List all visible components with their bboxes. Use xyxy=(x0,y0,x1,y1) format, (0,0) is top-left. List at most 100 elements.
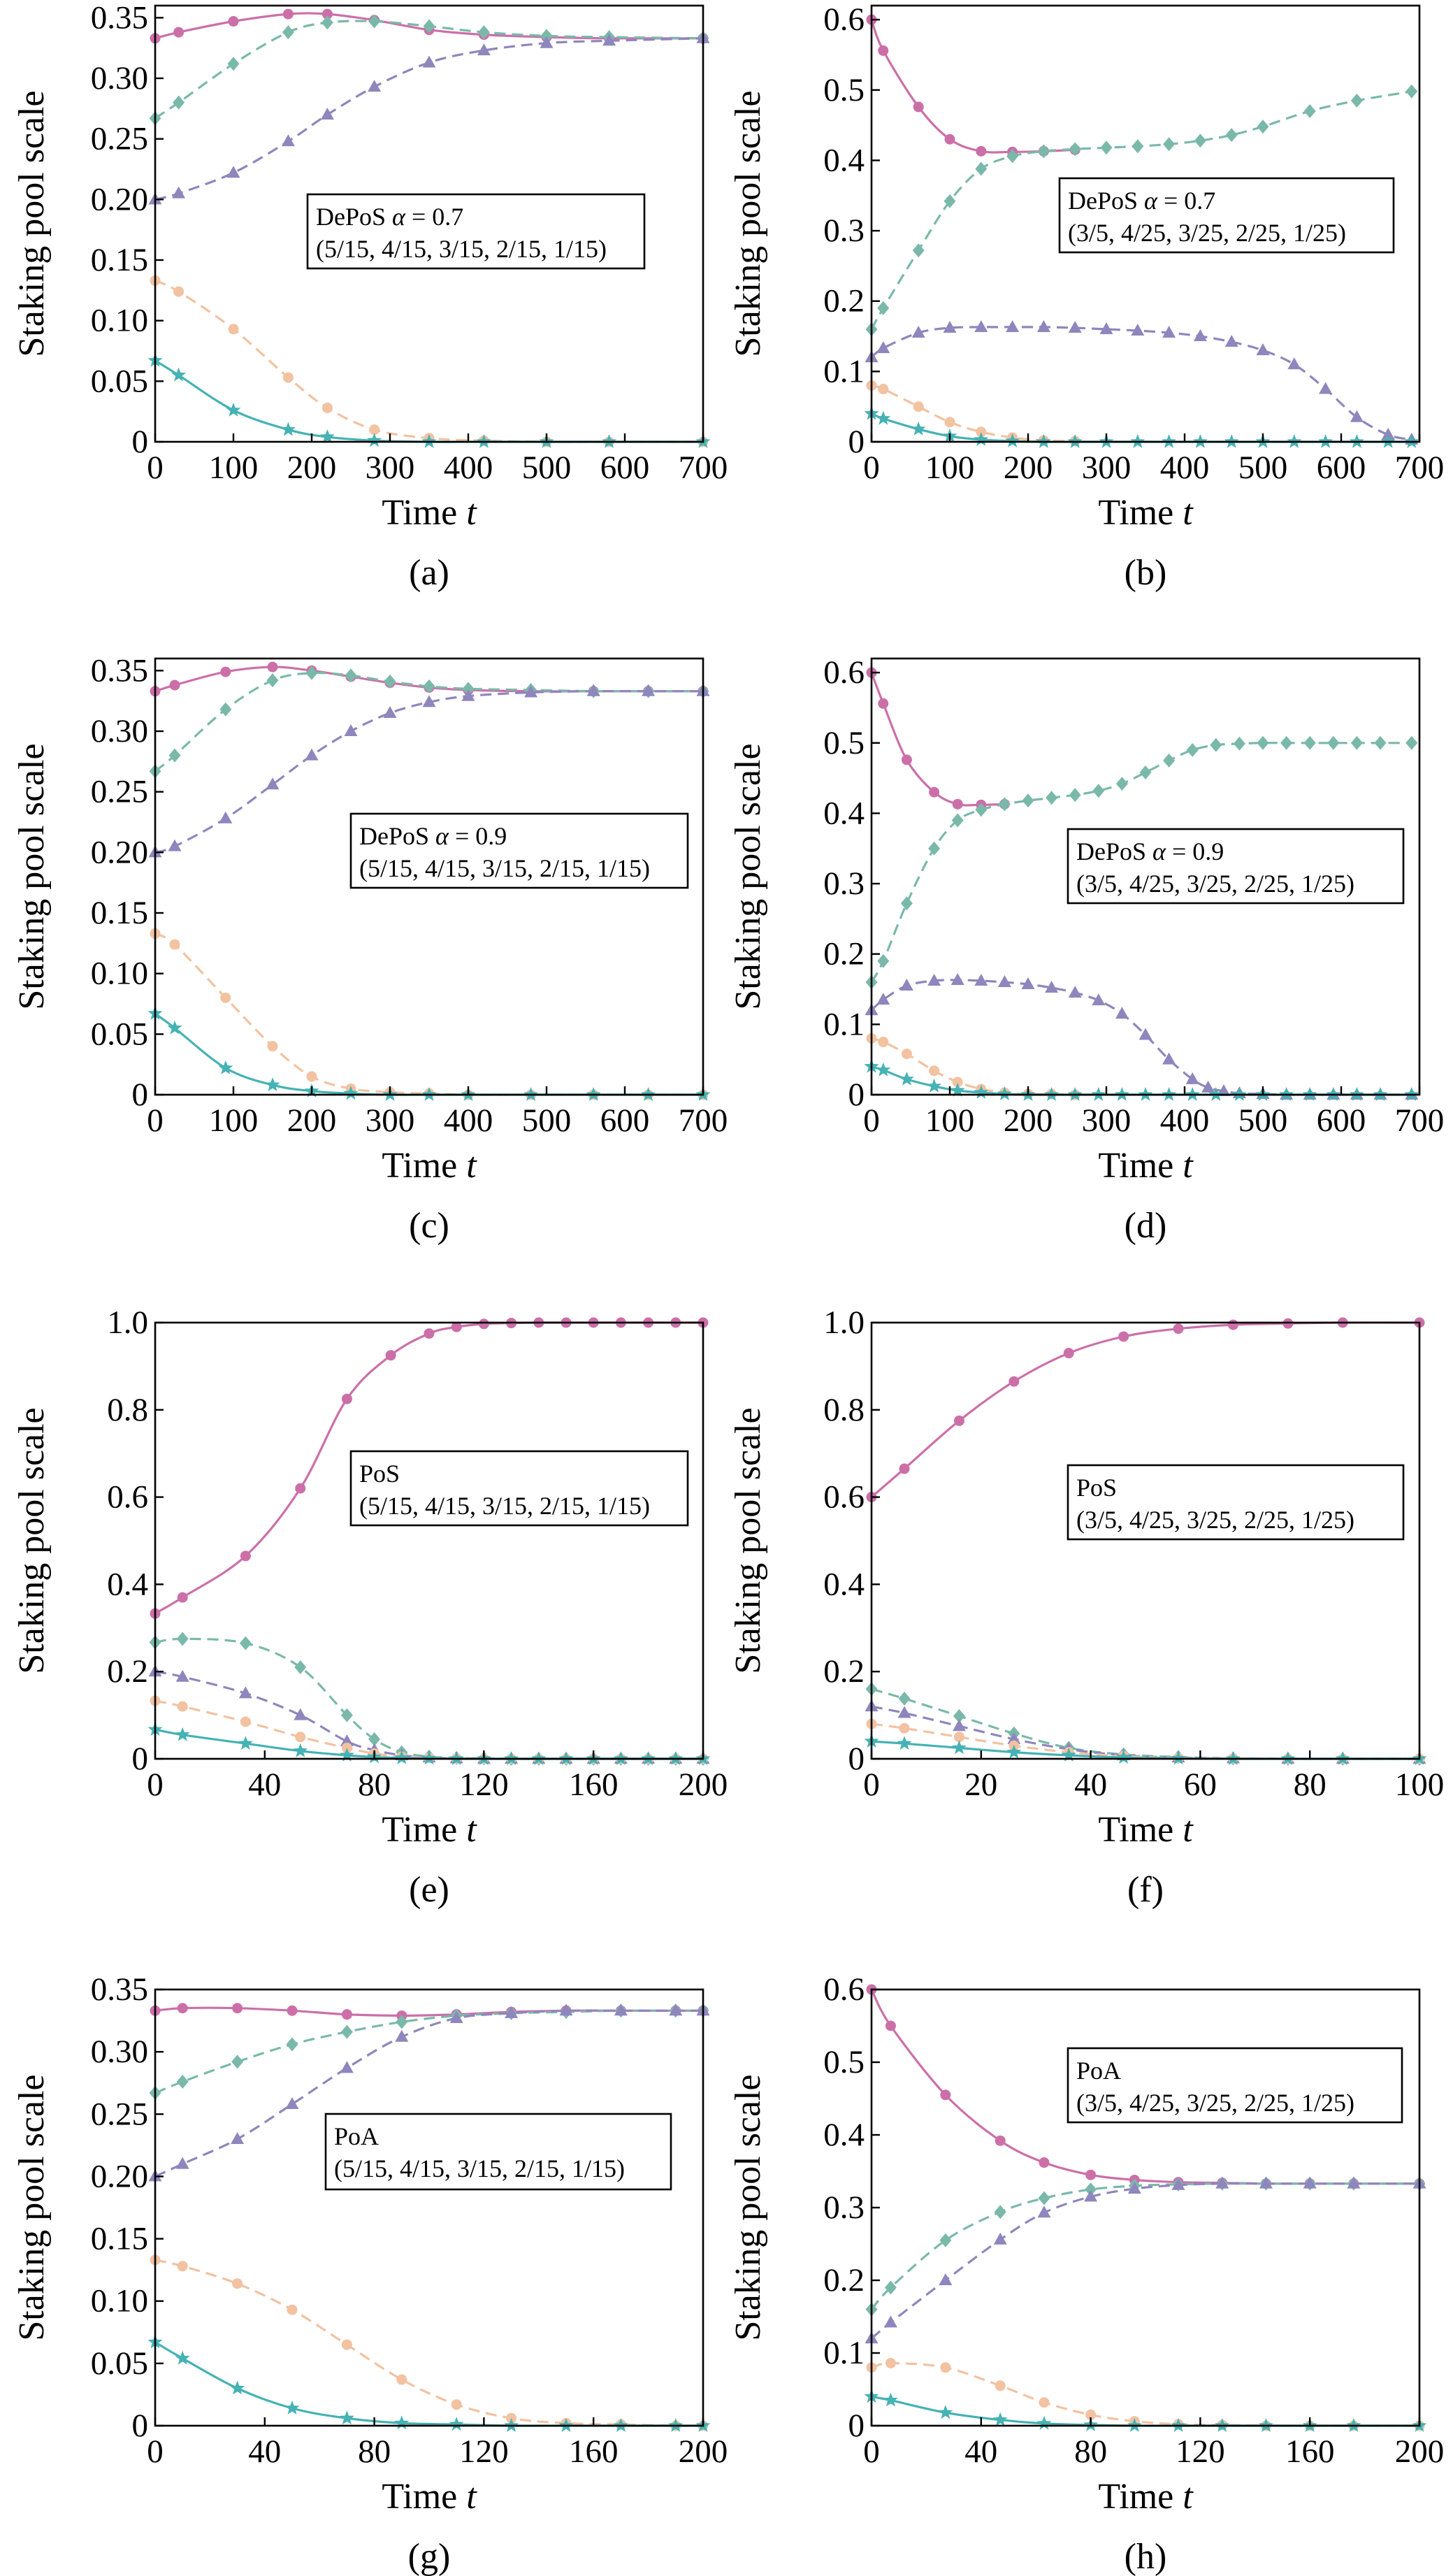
x-tick-label: 120 xyxy=(459,2433,509,2470)
data-point-pool-3 xyxy=(395,2029,409,2042)
data-point-pool-3 xyxy=(911,326,925,338)
y-tick-label: 0.05 xyxy=(91,2345,148,2382)
legend-title: PoS xyxy=(1076,1474,1117,1502)
data-point-pool-1 xyxy=(901,754,912,765)
x-tick-label: 600 xyxy=(1317,1102,1366,1139)
data-point-pool-3 xyxy=(669,2003,683,2016)
chart-panel-g: 0 0.05 0.10 0.15 0.20 0.25 0.30 0.35 0 40 80 120 160… xyxy=(12,1971,728,2576)
data-point-pool-1 xyxy=(321,8,333,20)
x-tick-label: 120 xyxy=(459,1766,509,1803)
legend-box: DePoS α = 0.7 (3/5, 4/25, 3/25, 2/25, 1/2… xyxy=(1058,177,1395,254)
data-point-pool-2 xyxy=(1233,736,1245,751)
x-axis-label-var: t xyxy=(1183,2477,1194,2517)
data-point-pool-2 xyxy=(1085,2182,1097,2196)
y-tick-label: 0.05 xyxy=(91,1016,148,1052)
y-axis-label: Staking pool scale xyxy=(728,1407,768,1674)
panel-label: (h) xyxy=(1125,2537,1167,2576)
legend-title: DePoS α = 0.7 xyxy=(1068,187,1215,215)
x-tick-label: 0 xyxy=(863,449,880,486)
data-point-pool-5 xyxy=(899,1071,914,1086)
y-tick-label: 0.6 xyxy=(823,654,865,691)
x-tick-label: 80 xyxy=(1294,1766,1327,1803)
data-point-pool-3 xyxy=(1259,2176,1273,2189)
x-tick-label: 600 xyxy=(600,1102,650,1139)
data-point-pool-3 xyxy=(939,2273,953,2285)
chart-panel-a: 0 0.05 0.10 0.15 0.20 0.25 0.30 0.35 0 100 200 300 4… xyxy=(12,0,728,593)
data-point-pool-4 xyxy=(306,1071,317,1082)
data-point-pool-3 xyxy=(642,684,656,696)
x-tick-label: 200 xyxy=(287,1102,337,1139)
y-tick-label: 0.35 xyxy=(91,1971,148,2008)
y-tick-label: 0.30 xyxy=(91,713,148,749)
y-tick-label: 0 xyxy=(848,1077,865,1113)
legend-frame xyxy=(349,812,689,889)
legend-distribution: (5/15, 4/15, 3/15, 2/15, 1/15) xyxy=(359,854,650,882)
data-point-pool-5 xyxy=(883,2392,898,2407)
x-tick-label: 600 xyxy=(600,449,650,486)
data-point-pool-3 xyxy=(168,839,182,851)
data-point-pool-1 xyxy=(220,666,231,677)
data-point-pool-5 xyxy=(950,1083,965,1097)
y-axis-label: Staking pool scale xyxy=(728,2074,768,2340)
data-point-pool-3 xyxy=(1287,357,1301,370)
legend-box: DePoS α = 0.9 (5/15, 4/15, 3/15, 2/15, 1/… xyxy=(349,812,689,889)
data-point-pool-3 xyxy=(1068,320,1082,333)
data-point-pool-5 xyxy=(343,1086,359,1100)
y-tick-label: 1.0 xyxy=(107,1304,148,1341)
legend-frame xyxy=(306,193,646,270)
data-point-pool-5 xyxy=(876,1062,891,1077)
data-point-pool-3 xyxy=(1127,2181,1141,2194)
data-point-pool-4 xyxy=(287,2304,298,2315)
data-point-pool-2 xyxy=(368,14,381,29)
data-point-pool-3 xyxy=(285,2097,299,2110)
data-point-pool-3 xyxy=(1131,323,1145,336)
data-point-pool-2 xyxy=(877,301,890,315)
data-point-pool-2 xyxy=(239,1636,252,1650)
x-axis-label-var: t xyxy=(1183,493,1194,533)
data-point-pool-1 xyxy=(228,16,239,27)
data-point-pool-2 xyxy=(1139,765,1152,780)
data-point-pool-5 xyxy=(1116,1750,1132,1764)
legend-frame xyxy=(1058,177,1395,254)
x-tick-label: 0 xyxy=(147,1766,164,1803)
data-point-pool-2 xyxy=(898,1691,911,1706)
legend-title: DePoS α = 0.7 xyxy=(316,203,463,231)
panel-label: (c) xyxy=(409,1206,449,1246)
legend-distribution: (5/15, 4/15, 3/15, 2/15, 1/15) xyxy=(316,235,607,263)
chart-panel-b: 0 0.1 0.2 0.3 0.4 0.5 0.6 0 100 200 300 400 500 600 70… xyxy=(728,1,1444,593)
data-point-pool-3 xyxy=(1007,1732,1021,1744)
y-axis-label: Staking pool scale xyxy=(12,1407,52,1674)
legend-box: PoS (5/15, 4/15, 3/15, 2/15, 1/15) xyxy=(349,1450,689,1527)
series-pool-3 xyxy=(865,2176,1426,2344)
data-point-pool-2 xyxy=(1210,737,1222,752)
data-point-pool-4 xyxy=(267,1041,278,1052)
y-tick-label: 0.25 xyxy=(91,2096,148,2132)
data-point-pool-1 xyxy=(1118,1331,1129,1342)
data-point-pool-5 xyxy=(230,2380,245,2395)
data-point-pool-3 xyxy=(1138,1028,1152,1040)
data-point-pool-3 xyxy=(1224,335,1238,347)
x-tick-label: 500 xyxy=(522,449,572,486)
x-axis-label-text: Time xyxy=(382,1146,466,1186)
y-tick-label: 0.4 xyxy=(823,795,865,831)
x-tick-label: 0 xyxy=(863,2433,880,2470)
plot-frame xyxy=(154,4,704,443)
legend-distribution: (3/5, 4/25, 3/25, 2/25, 1/25) xyxy=(1068,219,1346,247)
data-point-pool-5 xyxy=(394,1750,410,1764)
data-point-pool-1 xyxy=(177,1592,188,1603)
legend-box: PoA (5/15, 4/15, 3/15, 2/15, 1/15) xyxy=(324,2113,672,2191)
legend-frame xyxy=(1067,1464,1405,1541)
x-tick-label: 80 xyxy=(358,2433,391,2470)
data-point-pool-1 xyxy=(385,1350,396,1361)
x-tick-label: 100 xyxy=(925,449,975,486)
data-point-pool-2 xyxy=(1046,791,1058,805)
y-tick-label: 0.4 xyxy=(823,2117,865,2153)
data-point-pool-2 xyxy=(944,194,956,208)
data-point-pool-2 xyxy=(877,954,890,968)
data-point-pool-1 xyxy=(944,134,955,145)
data-point-pool-5 xyxy=(1061,1748,1076,1762)
data-point-pool-3 xyxy=(340,2061,354,2073)
data-point-pool-2 xyxy=(1022,793,1034,808)
x-tick-label: 0 xyxy=(147,2433,164,2470)
data-point-pool-3 xyxy=(974,319,988,332)
